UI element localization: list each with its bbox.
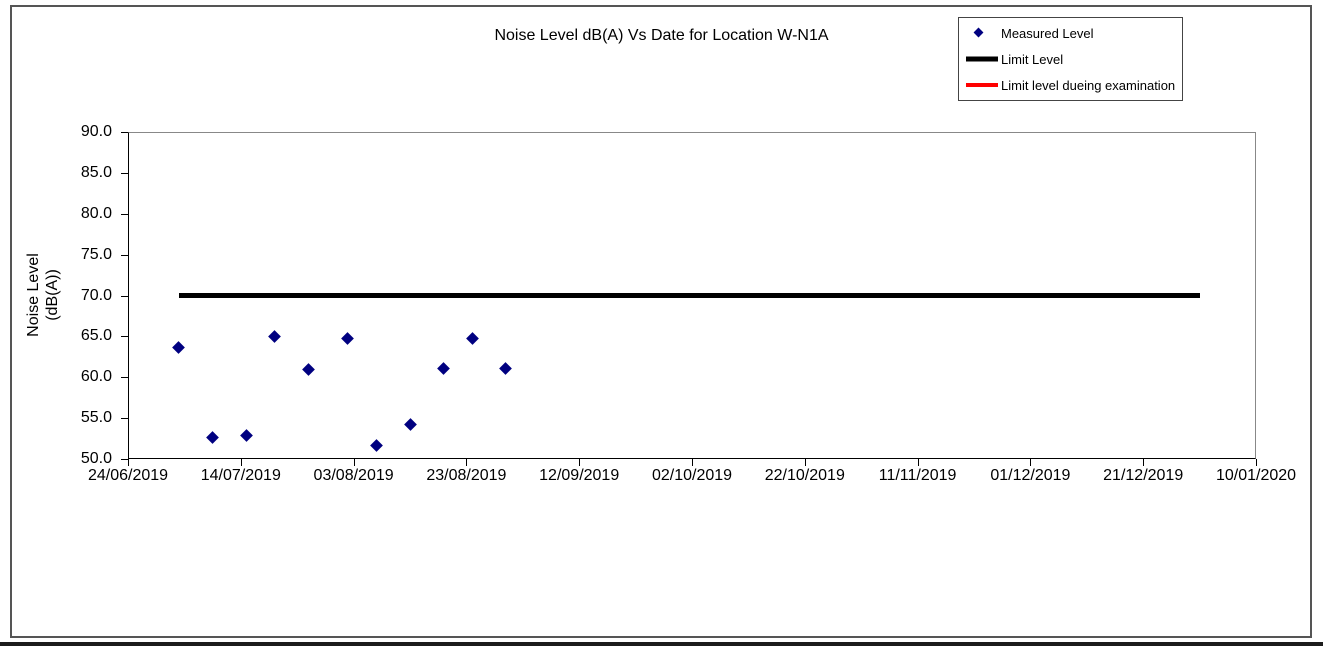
y-axis-tick-label: 70.0 — [80, 286, 112, 304]
x-axis-tick — [353, 459, 355, 466]
x-axis-tick — [128, 459, 129, 466]
y-axis-tick-label: 55.0 — [80, 409, 112, 427]
x-axis-tick-label: 21/12/2019 — [1103, 467, 1184, 484]
chart-title: Noise Level dB(A) Vs Date for Location W… — [494, 27, 829, 44]
limit-level-line — [178, 293, 1200, 298]
y-axis-title-line1: Noise Level — [25, 253, 42, 337]
diamond-icon — [973, 27, 984, 38]
legend-item: Limit Level — [959, 46, 1182, 72]
legend-label: Measured Level — [1001, 25, 1094, 41]
y-axis-tick-label: 80.0 — [80, 204, 112, 222]
legend-item: Limit level dueing examination — [959, 72, 1182, 98]
y-axis-tick — [121, 336, 128, 338]
legend: Measured Level Limit Level Limit level due… — [958, 17, 1183, 101]
y-axis-tick-label: 50.0 — [80, 450, 112, 467]
x-axis-tick-label: 22/10/2019 — [764, 467, 845, 484]
y-axis-tick-label: 90.0 — [80, 123, 112, 140]
y-axis-tick — [121, 295, 128, 297]
y-axis-tick — [121, 254, 128, 256]
x-axis-tick-label: 02/10/2019 — [651, 467, 733, 484]
x-axis-tick — [917, 459, 919, 466]
x-axis-tick-label: 23/08/2019 — [426, 467, 507, 484]
line-icon — [966, 83, 998, 87]
x-axis-tick-label: 03/08/2019 — [313, 467, 394, 484]
y-axis-tick-label: 65.0 — [80, 327, 112, 345]
x-axis-tick-label: 01/12/2019 — [990, 467, 1071, 484]
legend-item: Measured Level — [959, 20, 1182, 46]
x-axis-tick-label: 24/06/2019 — [87, 467, 169, 484]
x-axis-tick — [579, 459, 581, 466]
y-axis-tick-label: 75.0 — [80, 245, 112, 263]
y-axis-tick — [121, 377, 128, 379]
y-axis-tick — [121, 459, 128, 460]
x-axis-tick-label: 10/01/2020 — [1215, 467, 1297, 484]
y-axis-tick-label: 60.0 — [80, 368, 112, 386]
legend-line-icon — [966, 80, 998, 90]
y-axis-tick — [121, 213, 128, 215]
y-axis-tick — [121, 132, 128, 133]
bottom-border-line — [0, 642, 1323, 646]
x-axis-tick — [1030, 459, 1032, 466]
x-axis-tick — [240, 459, 242, 466]
y-axis-tick-label: 85.0 — [80, 163, 112, 181]
x-axis-tick — [466, 459, 468, 466]
y-axis-tick — [121, 172, 128, 174]
legend-label: Limit Level — [1001, 51, 1064, 67]
legend-label: Limit level dueing examination — [1001, 77, 1176, 93]
x-axis-tick-label: 12/09/2019 — [539, 467, 620, 484]
x-axis-tick-label: 11/11/2019 — [878, 467, 957, 484]
legend-line-icon — [966, 54, 998, 64]
legend-diamond-icon — [966, 27, 998, 38]
x-axis-tick — [1143, 459, 1145, 466]
x-axis-tick — [1256, 459, 1257, 466]
y-axis-tick — [121, 418, 128, 420]
line-icon — [966, 56, 998, 62]
x-axis-tick — [804, 459, 806, 466]
x-axis-tick — [692, 459, 693, 466]
x-axis-tick-label: 14/07/2019 — [200, 467, 281, 484]
